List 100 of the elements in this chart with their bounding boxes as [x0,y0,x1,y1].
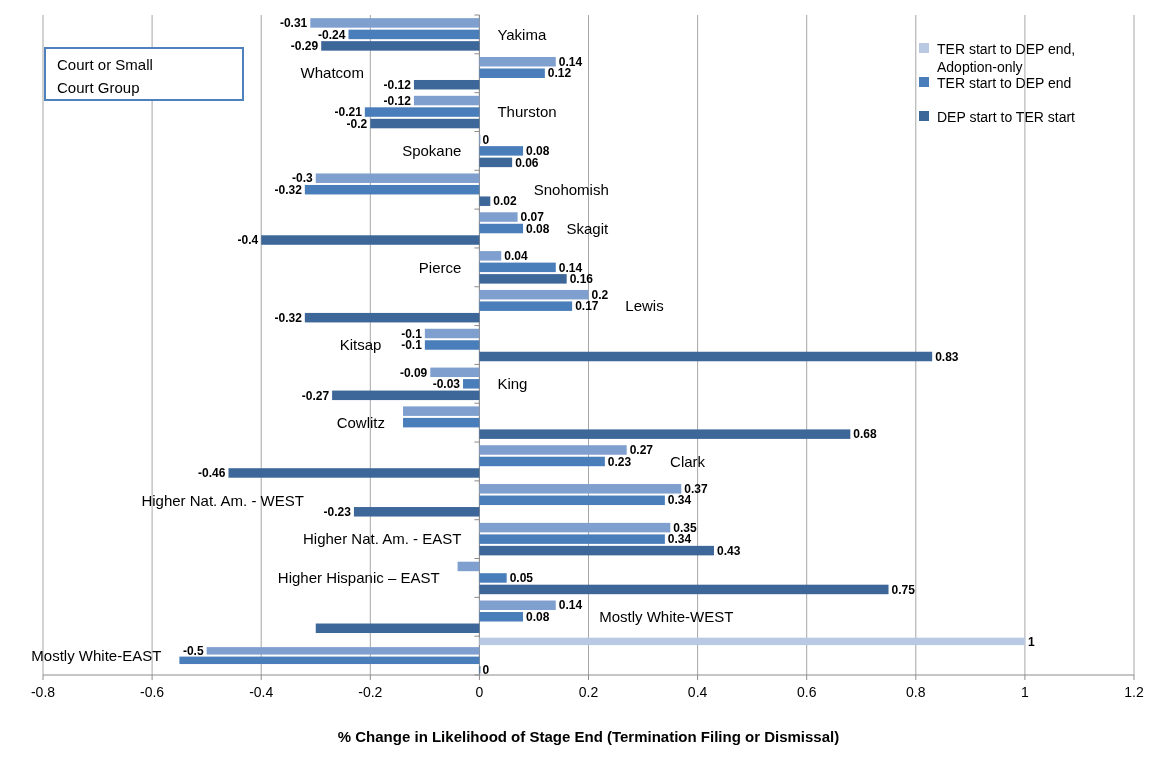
bar [315,623,480,634]
data-label: -0.24 [318,27,346,42]
legend-label: DEP start to TER start [937,108,1076,125]
data-label: -0.12 [383,93,412,108]
bar [479,262,556,273]
data-label: 0.37 [684,481,708,496]
data-label: 0.83 [935,349,959,364]
x-tick-label: 0.2 [578,684,599,700]
bar [479,584,889,595]
bar [479,612,524,622]
bar [479,429,851,439]
y-tick-label: Kitsap [339,336,382,354]
bar [479,351,933,362]
y-tick-label: Spokane [402,142,462,160]
y-tick-label: Lewis [625,297,664,315]
bar [424,340,480,350]
data-label: 0 [482,662,490,677]
x-tick-label: 0.4 [687,684,708,700]
data-label: 0.17 [575,299,599,314]
data-label: -0.5 [182,644,204,659]
x-axis-title: % Change in Likelihood of Stage End (Termination Filing or Dismissal) [337,728,840,745]
data-label: 0.27 [629,443,654,458]
y-tick-label: Cowlitz [336,413,386,431]
legend-label: TER start to DEP end, Adoption-only [937,40,1076,76]
data-label: -0.27 [301,388,330,403]
y-tick-label: Whatcom [300,64,364,82]
bar [479,637,1025,646]
y-tick-label: Pierce [418,258,462,276]
data-label: 0.68 [853,427,878,442]
y-tick-label: Clark [670,452,706,470]
bar [479,445,627,455]
data-label: 0.14 [558,54,583,69]
y-tick-label: Higher Nat. Am. - WEST [141,491,304,509]
text-box: Court or Small Court Group [44,47,244,101]
bar [479,223,524,234]
y-tick-label: Thurston [497,103,557,121]
data-label: 0 [482,132,490,147]
bar [479,68,545,78]
y-tick-label: Yakima [497,25,547,43]
y-tick-label: Higher Hispanic – EAST [277,569,440,587]
bar [424,328,480,339]
bar [228,468,480,478]
bar [463,379,480,389]
bar [348,29,480,40]
data-label: -0.12 [383,77,412,92]
bar [479,56,556,67]
bar [479,146,524,156]
data-label: 0.23 [607,454,632,469]
data-label: 0.2 [591,287,609,302]
bar [315,173,480,183]
data-label: -0.1 [401,338,423,353]
bar [430,367,480,378]
bar [332,390,480,401]
bar [479,495,665,506]
y-axis-title: Court or Small Court Group [57,56,153,96]
bar [304,312,480,323]
bar [479,289,589,300]
x-tick-label: 1.2 [1124,684,1144,700]
data-label: 1 [1027,634,1035,649]
bar [457,561,480,572]
data-label: -0.46 [198,466,226,481]
y-tick-label: Mostly White-EAST [31,646,162,664]
data-label: -0.31 [279,16,308,31]
bar [479,600,556,611]
x-tick-label: 0.6 [796,684,817,700]
bar [310,18,480,28]
x-tick-label: 0 [475,684,484,700]
data-label: 0.35 [673,520,698,535]
bar [370,118,480,129]
data-label: 0.16 [569,272,594,287]
bar [304,184,480,195]
x-tick-label: -0.6 [140,684,165,700]
data-label: 0.75 [891,582,916,597]
bar [479,456,605,467]
bar [479,534,665,544]
data-label: -0.09 [399,365,428,380]
data-label: 0.05 [509,571,534,586]
bar [479,274,567,284]
bar [479,484,682,494]
bar [413,95,480,106]
y-tick-label: Higher Nat. Am. - EAST [303,530,462,548]
y-tick-label: King [497,375,528,393]
data-label: -0.1 [401,326,423,341]
legend-label: TER start to DEP end [937,74,1072,91]
bar [479,522,671,533]
bar [413,79,480,90]
bar [403,406,480,416]
data-label: 0.34 [667,493,692,508]
data-label: -0.29 [290,39,319,54]
bar [364,107,480,117]
data-label: 0.34 [667,532,692,547]
data-label: 0.12 [547,66,572,81]
bar [479,196,491,206]
bar [261,235,480,245]
x-tick-label: -0.4 [249,684,274,700]
bar [479,157,513,168]
bar [479,573,507,583]
data-label: -0.03 [432,377,461,392]
x-tick-label: -0.8 [30,684,56,700]
bar [479,212,518,222]
